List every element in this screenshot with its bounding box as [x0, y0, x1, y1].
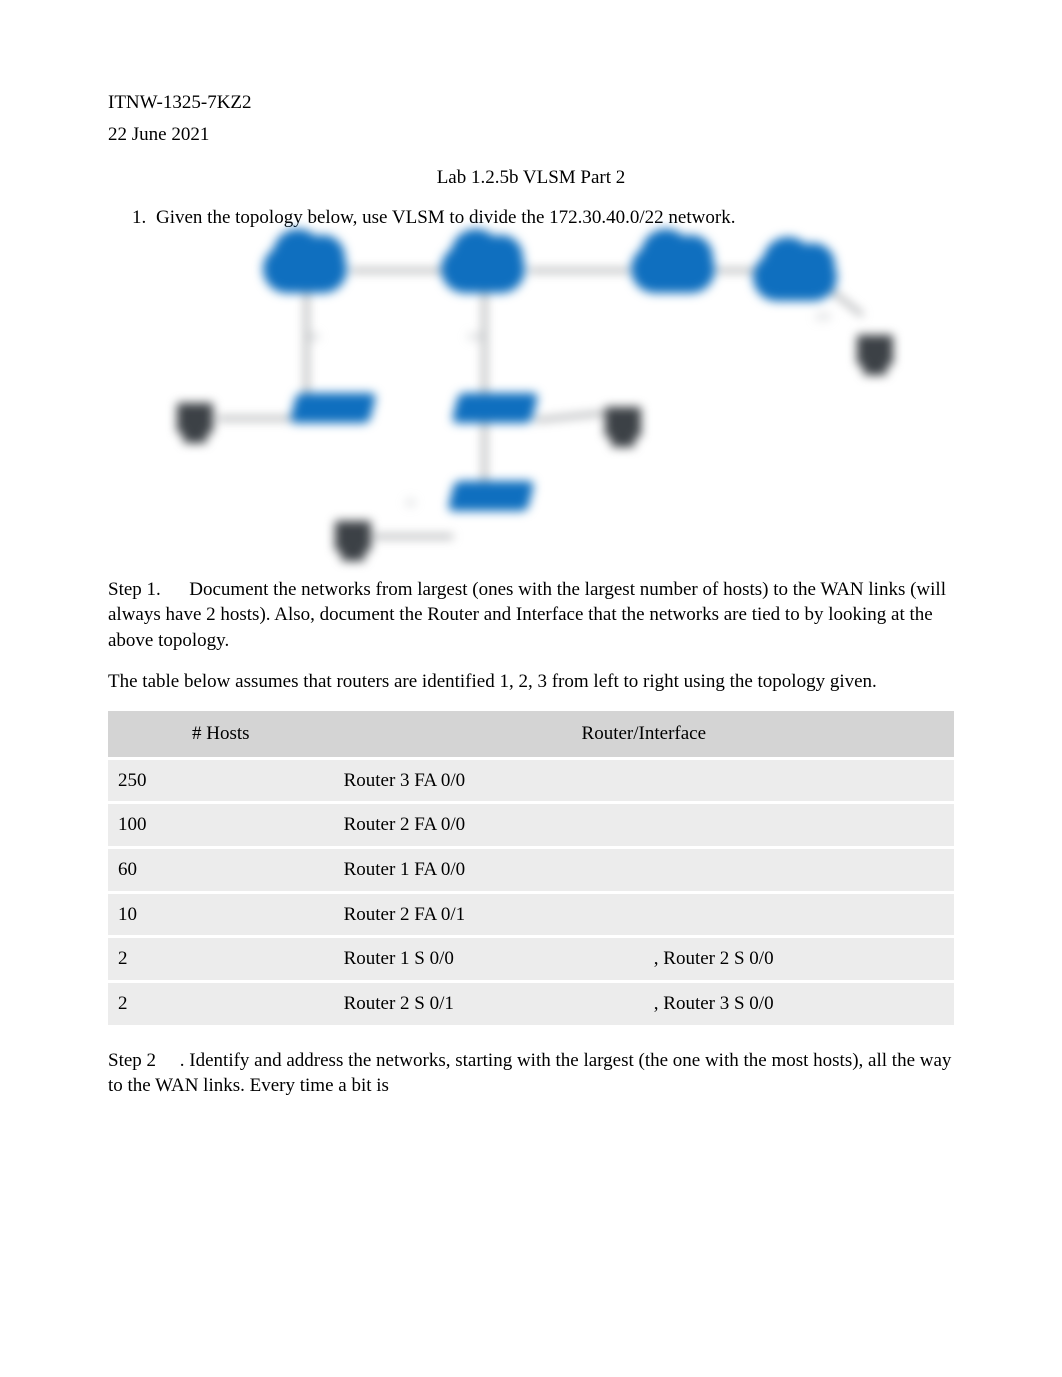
question-text: Given the topology below, use VLSM to di…: [156, 205, 954, 231]
cell-router-b: , Router 2 S 0/0: [644, 938, 954, 983]
course-code: ITNW-1325-7KZ2: [108, 90, 954, 116]
question-number: 1.: [108, 205, 156, 231]
topology-label: 60: [309, 331, 319, 345]
step-1: Step 1. Document the networks from large…: [108, 577, 954, 654]
step-2-text: . Identify and address the networks, sta…: [108, 1050, 951, 1097]
cell-router-a: Router 1 S 0/0: [334, 938, 644, 983]
cell-router: Router 2 FA 0/1: [334, 894, 954, 939]
col-hosts-header: # Hosts: [108, 711, 334, 760]
hosts-table: # Hosts Router/Interface 250Router 3 FA …: [108, 711, 954, 1027]
router-icon: [753, 253, 837, 301]
table-row: 100Router 2 FA 0/0: [108, 804, 954, 849]
cell-hosts: 100: [108, 804, 334, 849]
network-topology-diagram: 60 100 250 10: [151, 239, 911, 559]
topology-label: 100: [467, 331, 482, 345]
cell-hosts: 10: [108, 894, 334, 939]
table-header-row: # Hosts Router/Interface: [108, 711, 954, 760]
cell-hosts: 60: [108, 849, 334, 894]
topology-label: 10: [405, 497, 415, 511]
cell-router: Router 1 FA 0/0: [334, 849, 954, 894]
step-1-note: The table below assumes that routers are…: [108, 669, 954, 695]
cell-router-b: , Router 3 S 0/0: [644, 983, 954, 1028]
cell-router: Router 3 FA 0/0: [334, 760, 954, 805]
step-2-label: Step 2: [108, 1050, 156, 1071]
pc-icon: [857, 335, 893, 365]
step-1-text: Document the networks from largest (ones…: [108, 579, 946, 651]
cell-router: Router 2 FA 0/0: [334, 804, 954, 849]
pc-icon: [605, 407, 641, 437]
switch-icon: [447, 481, 534, 511]
table-row: 250Router 3 FA 0/0: [108, 760, 954, 805]
cell-router-a: Router 2 S 0/1: [334, 983, 644, 1028]
lab-title: Lab 1.2.5b VLSM Part 2: [108, 165, 954, 191]
switch-icon: [289, 393, 376, 423]
document-date: 22 June 2021: [108, 122, 954, 148]
step-1-label: Step 1.: [108, 579, 161, 600]
col-router-header: Router/Interface: [334, 711, 954, 760]
pc-icon: [335, 521, 371, 551]
table-row: 60Router 1 FA 0/0: [108, 849, 954, 894]
step-2: Step 2 . Identify and address the networ…: [108, 1048, 954, 1099]
switch-icon: [451, 393, 538, 423]
table-row: 2Router 2 S 0/1, Router 3 S 0/0: [108, 983, 954, 1028]
topology-label: 250: [815, 311, 830, 325]
cell-hosts: 2: [108, 938, 334, 983]
router-icon: [631, 245, 715, 293]
router-icon: [263, 245, 347, 293]
cell-hosts: 250: [108, 760, 334, 805]
pc-icon: [177, 403, 213, 433]
router-icon: [441, 245, 525, 293]
table-row: 2Router 1 S 0/0, Router 2 S 0/0: [108, 938, 954, 983]
cell-hosts: 2: [108, 983, 334, 1028]
question-1: 1. Given the topology below, use VLSM to…: [108, 205, 954, 231]
table-row: 10Router 2 FA 0/1: [108, 894, 954, 939]
